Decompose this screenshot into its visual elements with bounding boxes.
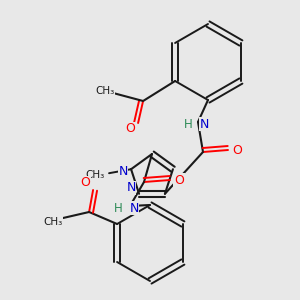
Text: N: N [126, 181, 136, 194]
Text: N: N [129, 202, 139, 214]
Text: N: N [199, 118, 209, 130]
Text: CH₃: CH₃ [44, 217, 63, 227]
Text: O: O [232, 143, 242, 157]
Text: O: O [125, 122, 135, 136]
Text: O: O [80, 176, 90, 190]
Text: CH₃: CH₃ [95, 86, 115, 96]
Text: CH₃: CH₃ [85, 170, 105, 180]
Text: N: N [118, 165, 128, 178]
Text: H: H [184, 118, 192, 130]
Text: H: H [114, 202, 122, 214]
Text: O: O [174, 173, 184, 187]
